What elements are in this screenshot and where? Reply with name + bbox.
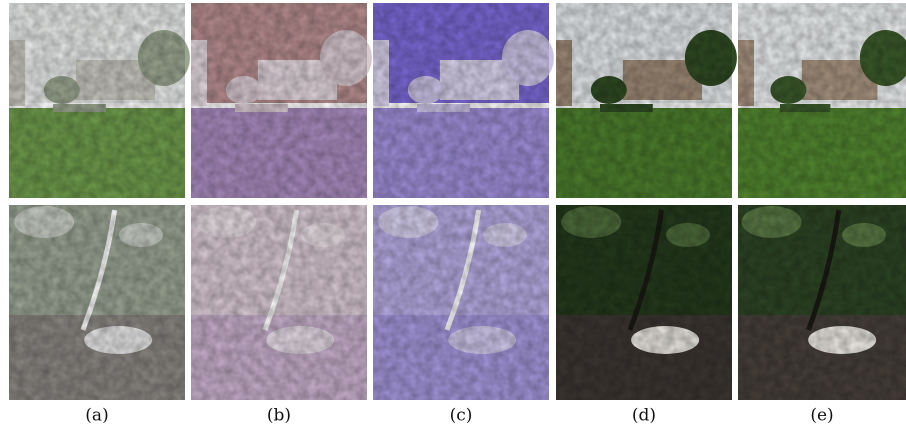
image-top [556,3,737,198]
texture [9,205,185,400]
texture [556,205,732,400]
texture [738,3,906,198]
image-bottom [9,205,185,400]
caption: (b) [267,406,291,426]
image-bottom [738,205,906,400]
texture [738,205,906,400]
caption: (e) [810,406,833,426]
image-bottom [191,205,367,400]
texture [9,3,185,198]
image-bottom [373,205,549,400]
texture [191,3,367,198]
figure: (a) (b) (c) (d) (e) [0,0,906,433]
texture [556,3,732,198]
caption: (d) [632,406,656,426]
image-top [738,3,906,198]
page: (a)(b)(c)(d)(e) (() => { const data = JS… [0,0,906,433]
image-bottom [556,205,732,400]
image-top [373,3,554,198]
image-top [9,3,190,198]
image-top [191,3,372,198]
caption: (c) [450,406,473,426]
texture [191,205,367,400]
texture [373,3,549,198]
texture [373,205,549,400]
caption: (a) [85,406,108,426]
